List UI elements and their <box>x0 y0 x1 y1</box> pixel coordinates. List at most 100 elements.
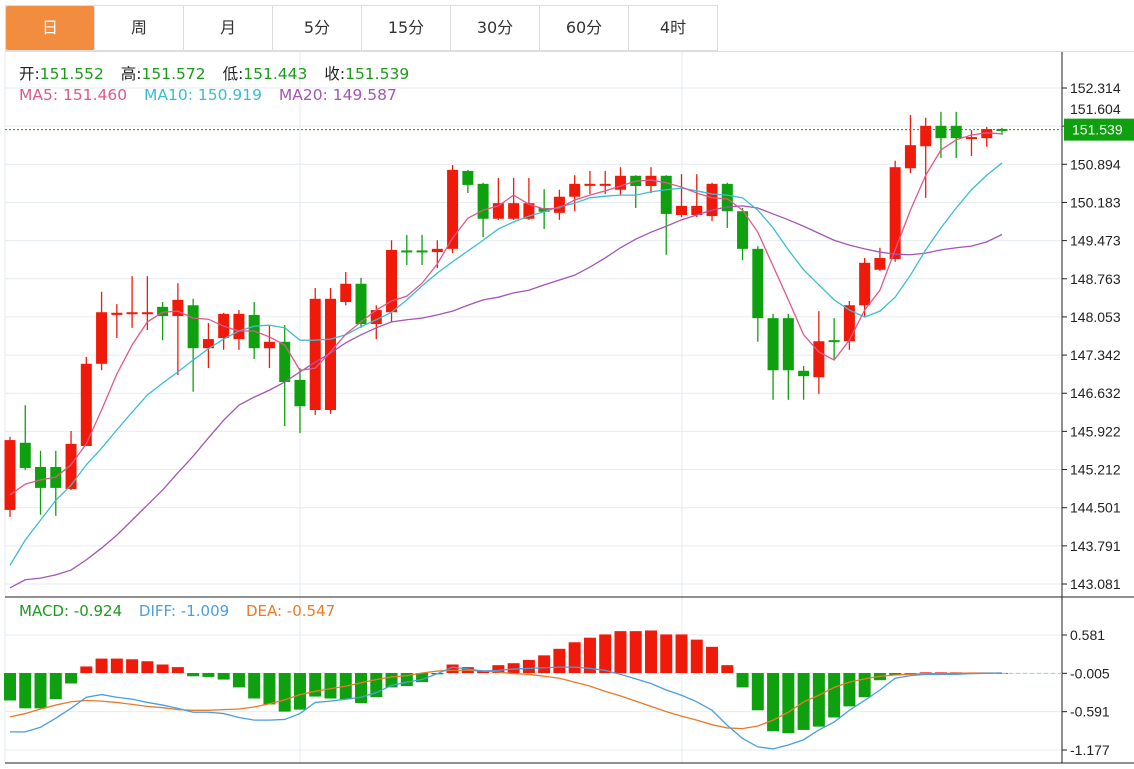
candle <box>309 288 321 415</box>
candle <box>111 304 123 339</box>
candle-body <box>279 341 291 383</box>
candle-body <box>828 340 840 343</box>
macd-bar <box>934 672 947 674</box>
ma5-line <box>9 132 1003 496</box>
tab-60min[interactable]: 60分 <box>540 6 629 50</box>
macd-bar <box>141 661 154 674</box>
macd-bar <box>263 673 276 705</box>
candle <box>65 430 77 491</box>
candle-body <box>4 440 16 510</box>
tab-month[interactable]: 月 <box>184 6 273 50</box>
macd-bar <box>95 658 108 674</box>
candle <box>798 365 810 400</box>
macd-bar <box>126 659 139 674</box>
y-tick-label: 150.183 <box>1070 194 1121 210</box>
candle-body <box>813 341 825 378</box>
candle <box>660 175 672 255</box>
y-tick-label: 151.604 <box>1070 101 1121 117</box>
candle <box>202 322 214 369</box>
high-value: 151.572 <box>141 65 206 83</box>
ma20-value: MA20: 149.587 <box>278 86 397 104</box>
candle-body <box>981 129 993 139</box>
candle-body <box>233 313 245 340</box>
candle <box>355 277 367 328</box>
candle-body <box>553 196 565 213</box>
macd-bar <box>80 666 93 674</box>
candle <box>828 318 840 361</box>
candle-body <box>386 249 398 313</box>
candle-body <box>19 442 31 469</box>
macd-bar <box>843 673 856 707</box>
candle <box>843 300 855 350</box>
candle <box>508 177 520 220</box>
macd-y-tick-label: -1.177 <box>1070 742 1110 758</box>
macd-bar <box>690 639 703 674</box>
y-tick-label: 143.081 <box>1070 576 1121 592</box>
candle-body <box>126 312 138 315</box>
candle-body <box>96 312 108 364</box>
macd-bar <box>507 663 520 674</box>
candle <box>767 313 779 400</box>
macd-bar <box>416 673 429 683</box>
divider <box>5 51 1134 52</box>
close-value: 151.539 <box>345 65 410 83</box>
candle-body <box>767 318 779 371</box>
tab-30min[interactable]: 30分 <box>451 6 540 50</box>
candle-body <box>157 306 169 316</box>
dea-line <box>9 669 1002 730</box>
macd-bar <box>278 673 291 712</box>
tab-5min[interactable]: 5分 <box>273 6 362 50</box>
candle <box>904 115 916 174</box>
macd-bar <box>919 672 932 674</box>
macd-bar <box>721 665 734 674</box>
macd-bar <box>19 673 32 709</box>
macd-bar <box>782 673 795 734</box>
candle-body <box>859 262 871 306</box>
candle-body <box>599 183 611 186</box>
candle-body <box>263 341 275 349</box>
candle-body <box>676 205 688 215</box>
macd-bar <box>248 673 261 699</box>
candle <box>187 298 199 392</box>
candle-body <box>523 203 535 219</box>
macd-bar <box>293 673 306 710</box>
period-tabs: 日 周 月 5分 15分 30分 60分 4时 <box>5 5 718 51</box>
macd-value: MACD: -0.924 <box>19 602 123 620</box>
candle-body <box>782 318 794 371</box>
macd-bar <box>904 673 917 674</box>
candle <box>752 246 764 342</box>
tab-day[interactable]: 日 <box>6 6 95 50</box>
candle-body <box>111 312 123 315</box>
macd-y-tick-label: 0.581 <box>1070 627 1105 643</box>
macd-y-tick-label: -0.005 <box>1070 665 1110 681</box>
candle-body <box>843 305 855 342</box>
tab-week[interactable]: 周 <box>95 6 184 50</box>
candle <box>523 177 535 220</box>
current-price-badge <box>1064 118 1134 141</box>
tab-15min[interactable]: 15分 <box>362 6 451 50</box>
candle <box>676 174 688 218</box>
candle-body <box>798 370 810 377</box>
tab-4hour[interactable]: 4时 <box>629 6 718 50</box>
macd-bar <box>492 665 505 674</box>
candle <box>614 167 626 196</box>
candle <box>4 436 16 517</box>
candle <box>737 208 749 261</box>
macd-bar <box>522 659 535 674</box>
macd-histogram <box>4 630 1008 734</box>
candle <box>859 257 871 318</box>
high-label: 高: <box>120 65 142 83</box>
macd-bar <box>232 673 245 688</box>
diff-value: DIFF: -1.009 <box>138 602 230 620</box>
candle-body <box>614 175 626 190</box>
candle <box>279 325 291 427</box>
candle-body <box>80 363 92 446</box>
candle-body <box>141 312 153 315</box>
macd-bar <box>858 673 871 698</box>
y-tick-label: 148.053 <box>1070 309 1121 325</box>
dea-value: DEA: -0.547 <box>245 602 336 620</box>
candle-body <box>294 379 306 407</box>
candle-body <box>65 443 77 489</box>
macd-bar <box>568 642 581 674</box>
